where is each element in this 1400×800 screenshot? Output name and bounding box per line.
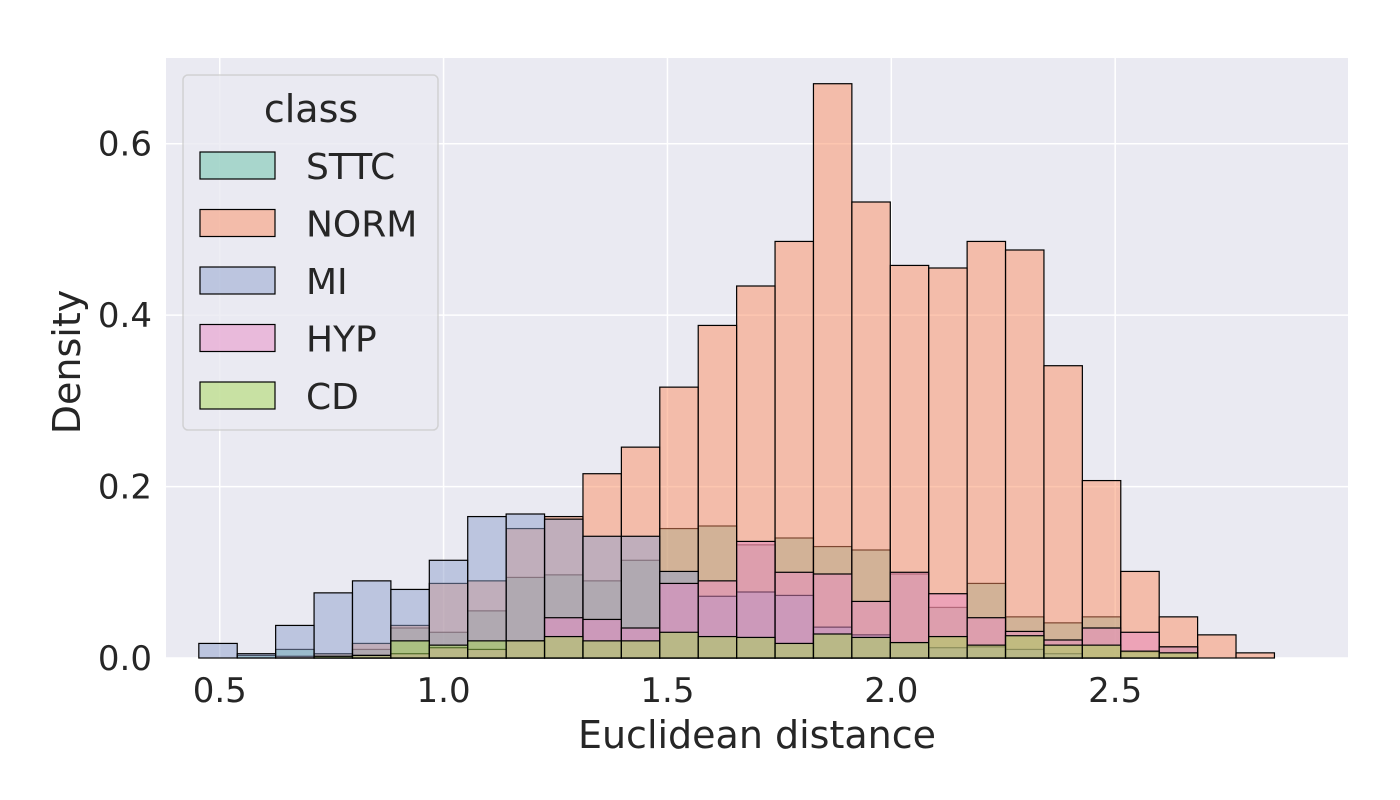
bar-cd bbox=[1004, 635, 1045, 659]
x-tick-label: 1.0 bbox=[417, 671, 471, 711]
bar-cd bbox=[659, 631, 699, 659]
ticks-layer: 0.5 1.0 1.5 2.0 2.5 0.0 0.2 0.4 0.6 bbox=[98, 125, 1142, 711]
bar-cd bbox=[774, 642, 815, 659]
bar-norm bbox=[1235, 652, 1276, 659]
bar-cd bbox=[851, 636, 891, 659]
bar-cd bbox=[928, 635, 968, 659]
bar-mi bbox=[198, 642, 238, 659]
bar-norm bbox=[1004, 249, 1045, 659]
legend-item-norm: NORM bbox=[199, 205, 417, 246]
legend-title: class bbox=[264, 87, 358, 131]
y-tick-label: 0.2 bbox=[98, 468, 152, 508]
y-axis-label: Density bbox=[45, 290, 89, 434]
bar-cd bbox=[620, 640, 661, 659]
legend-item-mi: MI bbox=[199, 262, 348, 303]
legend-label: HYP bbox=[306, 320, 377, 361]
bar-cd bbox=[351, 654, 392, 659]
bar-cd bbox=[390, 640, 430, 659]
legend: class STTC NORM MI HYP CD bbox=[182, 74, 439, 431]
legend-swatch bbox=[199, 208, 276, 238]
legend-swatch bbox=[199, 151, 276, 180]
legend-item-hyp: HYP bbox=[199, 320, 377, 361]
bar-cd bbox=[313, 655, 354, 659]
bar-mi bbox=[313, 592, 354, 659]
bar-norm bbox=[812, 83, 853, 659]
bar-mi bbox=[467, 515, 507, 659]
bar-cd bbox=[812, 633, 853, 659]
bar-mi bbox=[351, 580, 392, 659]
legend-swatch bbox=[199, 266, 276, 295]
legend-item-cd: CD bbox=[199, 377, 359, 418]
bar-cd bbox=[467, 640, 507, 659]
legend-swatch bbox=[199, 323, 276, 353]
bar-cd bbox=[543, 635, 584, 659]
bar-cd bbox=[428, 644, 469, 659]
bar-cd bbox=[1043, 644, 1083, 659]
bar-cd bbox=[505, 640, 546, 659]
x-tick-label: 2.5 bbox=[1088, 671, 1142, 711]
bar-cd bbox=[1081, 644, 1122, 659]
bar-cd bbox=[582, 640, 622, 659]
bar-cd bbox=[697, 635, 738, 659]
bar-norm bbox=[851, 201, 891, 659]
x-tick-label: 0.5 bbox=[193, 671, 247, 711]
legend-label: STTC bbox=[306, 147, 395, 188]
bars-layer bbox=[198, 83, 1276, 659]
bar-cd bbox=[966, 644, 1007, 659]
bar-cd bbox=[736, 636, 776, 659]
bar-mi bbox=[236, 653, 277, 659]
legend-label: CD bbox=[306, 377, 359, 418]
legend-item-sttc: STTC bbox=[199, 147, 395, 188]
legend-label: MI bbox=[306, 262, 348, 303]
y-tick-label: 0.4 bbox=[98, 296, 152, 336]
bar-cd bbox=[1120, 650, 1160, 659]
legend-label: NORM bbox=[306, 205, 417, 246]
x-tick-label: 2.0 bbox=[864, 671, 918, 711]
bar-mi bbox=[505, 513, 546, 659]
bar-mi bbox=[275, 624, 315, 659]
bar-norm bbox=[1197, 634, 1237, 659]
bar-cd bbox=[889, 641, 930, 659]
series-cd bbox=[313, 631, 1199, 659]
bar-mi bbox=[428, 559, 469, 659]
y-tick-label: 0.6 bbox=[98, 125, 152, 165]
y-tick-label: 0.0 bbox=[98, 639, 152, 679]
x-tick-label: 1.5 bbox=[640, 671, 694, 711]
bar-norm bbox=[966, 240, 1007, 659]
x-axis-label: Euclidean distance bbox=[578, 713, 936, 757]
bar-norm bbox=[1043, 365, 1083, 659]
legend-items: STTC NORM MI HYP CD bbox=[199, 147, 417, 418]
bar-cd bbox=[1158, 652, 1199, 659]
legend-swatch bbox=[199, 381, 276, 410]
